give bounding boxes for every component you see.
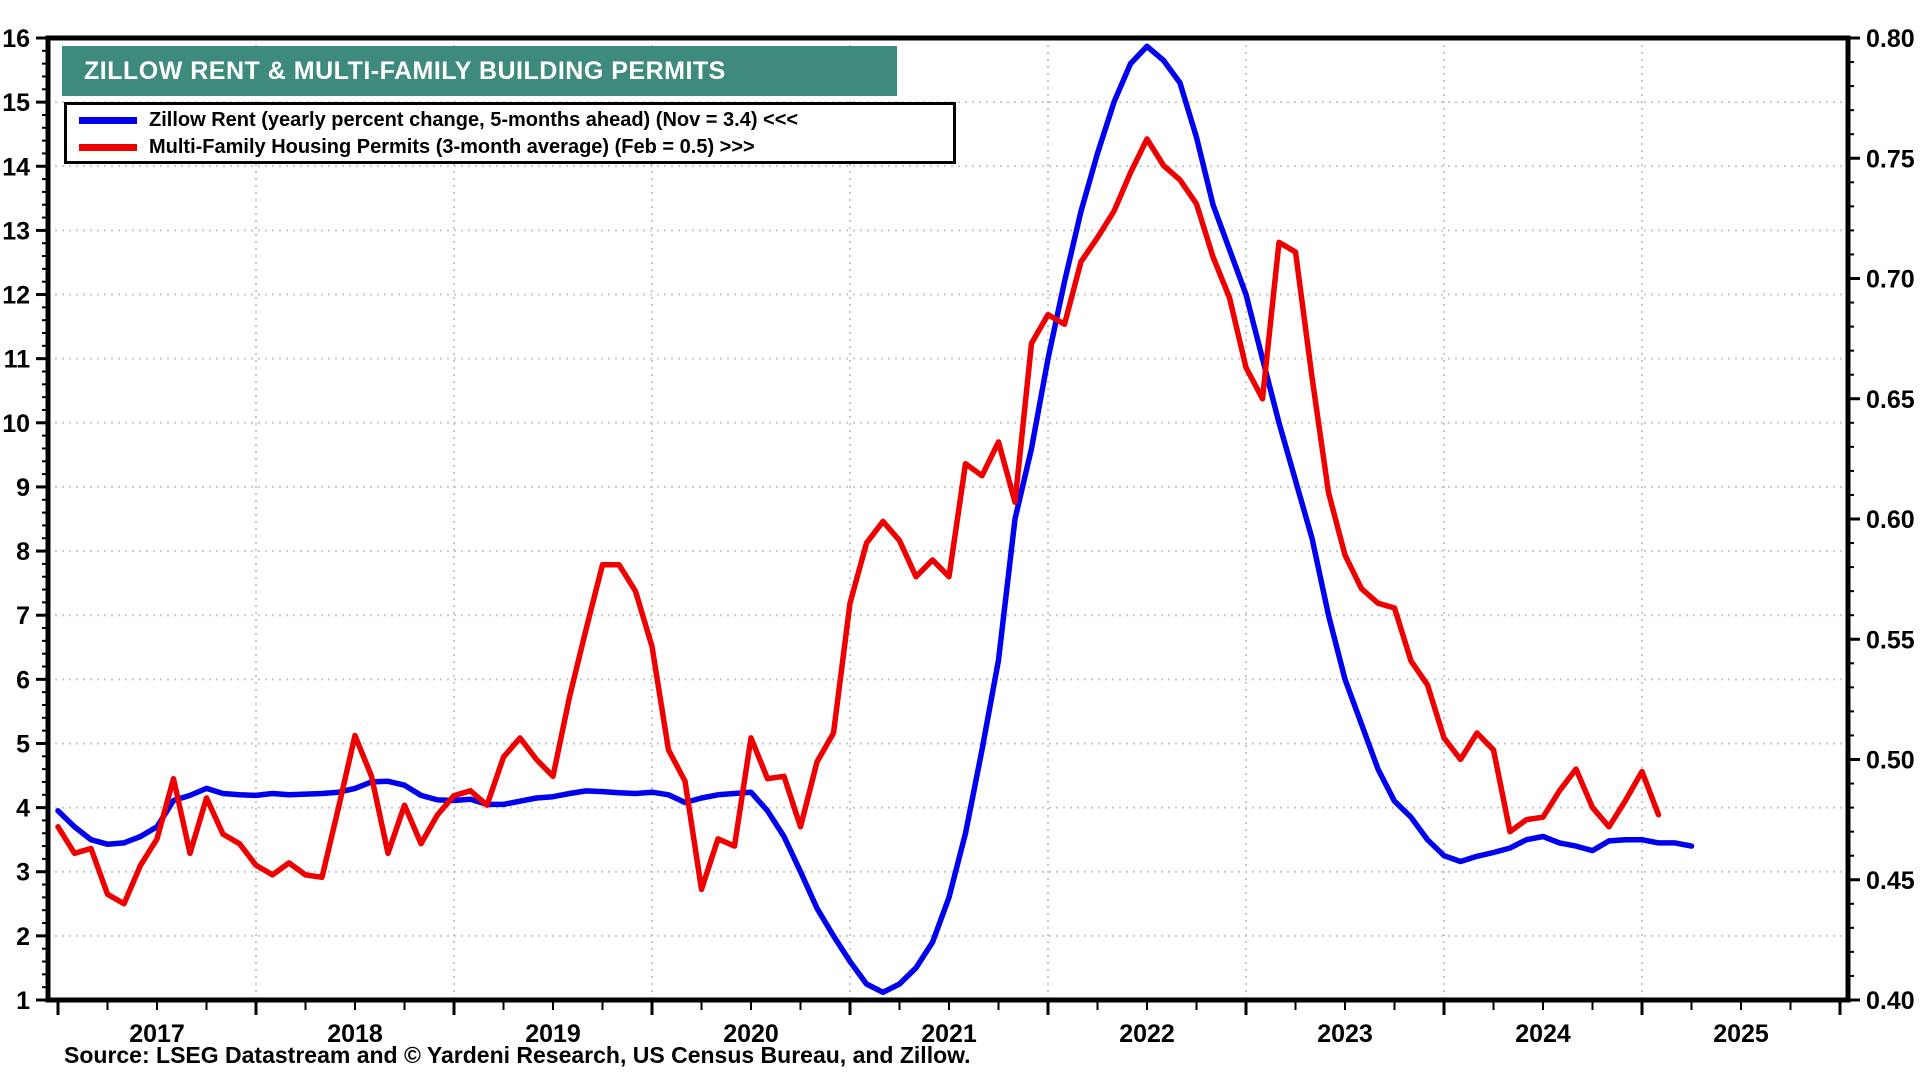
y-axis-left-label: 12 (2, 282, 30, 310)
zillow-rent-line-swatch (79, 117, 137, 124)
y-axis-right-label: 0.45 (1866, 867, 1915, 895)
x-axis-year-label: 2023 (1317, 1020, 1373, 1048)
y-axis-left-label: 6 (16, 666, 30, 694)
x-axis-year-label: 2020 (723, 1020, 779, 1048)
y-axis-left-label: 8 (16, 538, 30, 566)
y-axis-right-label: 0.65 (1866, 386, 1915, 414)
legend-label-permits: Multi-Family Housing Permits (3-month av… (149, 136, 755, 158)
y-axis-left-label: 15 (2, 89, 30, 117)
x-axis-year-label: 2017 (129, 1020, 185, 1048)
y-axis-left-label: 16 (2, 25, 30, 53)
x-axis-year-label: 2019 (525, 1020, 581, 1048)
x-axis-year-label: 2018 (327, 1020, 383, 1048)
y-axis-right-label: 0.40 (1866, 987, 1915, 1015)
legend-box: Zillow Rent (yearly percent change, 5-mo… (64, 102, 956, 164)
y-axis-right-label: 0.55 (1866, 626, 1915, 654)
legend-label-zillow-rent: Zillow Rent (yearly percent change, 5-mo… (149, 109, 799, 131)
y-axis-right-label: 0.75 (1866, 145, 1915, 173)
source-text: Source: LSEG Datastream and © Yardeni Re… (64, 1042, 971, 1068)
y-axis-left-label: 13 (2, 217, 30, 245)
y-axis-left-label: 11 (4, 346, 31, 374)
y-axis-right-label: 0.70 (1866, 266, 1915, 294)
permits-line-swatch (79, 144, 137, 151)
y-axis-right-label: 0.60 (1866, 506, 1915, 534)
permits-line (55, 136, 1662, 907)
y-axis-left-label: 9 (16, 474, 30, 502)
chart-title: ZILLOW RENT & MULTI-FAMILY BUILDING PERM… (84, 56, 726, 85)
y-axis-right-label: 0.50 (1866, 747, 1915, 775)
y-axis-left-label: 10 (2, 410, 30, 438)
y-axis-left-label: 2 (16, 923, 30, 951)
y-axis-left-label: 7 (16, 602, 30, 630)
chart-title-banner: ZILLOW RENT & MULTI-FAMILY BUILDING PERM… (62, 46, 897, 96)
y-axis-right-label: 0.80 (1866, 25, 1915, 53)
y-axis-left-label: 3 (16, 859, 30, 887)
plot-frame (45, 35, 1851, 1003)
y-axis-left-label: 4 (16, 795, 30, 823)
x-axis-year-label: 2024 (1515, 1020, 1571, 1048)
zillow-rent-line (55, 43, 1695, 996)
y-axis-left-label: 1 (16, 987, 30, 1015)
y-axis-left-label: 5 (16, 730, 30, 758)
legend-row-permits: Multi-Family Housing Permits (3-month av… (77, 134, 953, 161)
y-axis-left-label: 14 (2, 153, 30, 181)
x-axis-year-label: 2025 (1713, 1020, 1769, 1048)
x-axis-year-label: 2022 (1119, 1020, 1175, 1048)
x-axis-year-label: 2021 (921, 1020, 977, 1048)
legend-row-zillow-rent: Zillow Rent (yearly percent change, 5-mo… (77, 107, 953, 134)
